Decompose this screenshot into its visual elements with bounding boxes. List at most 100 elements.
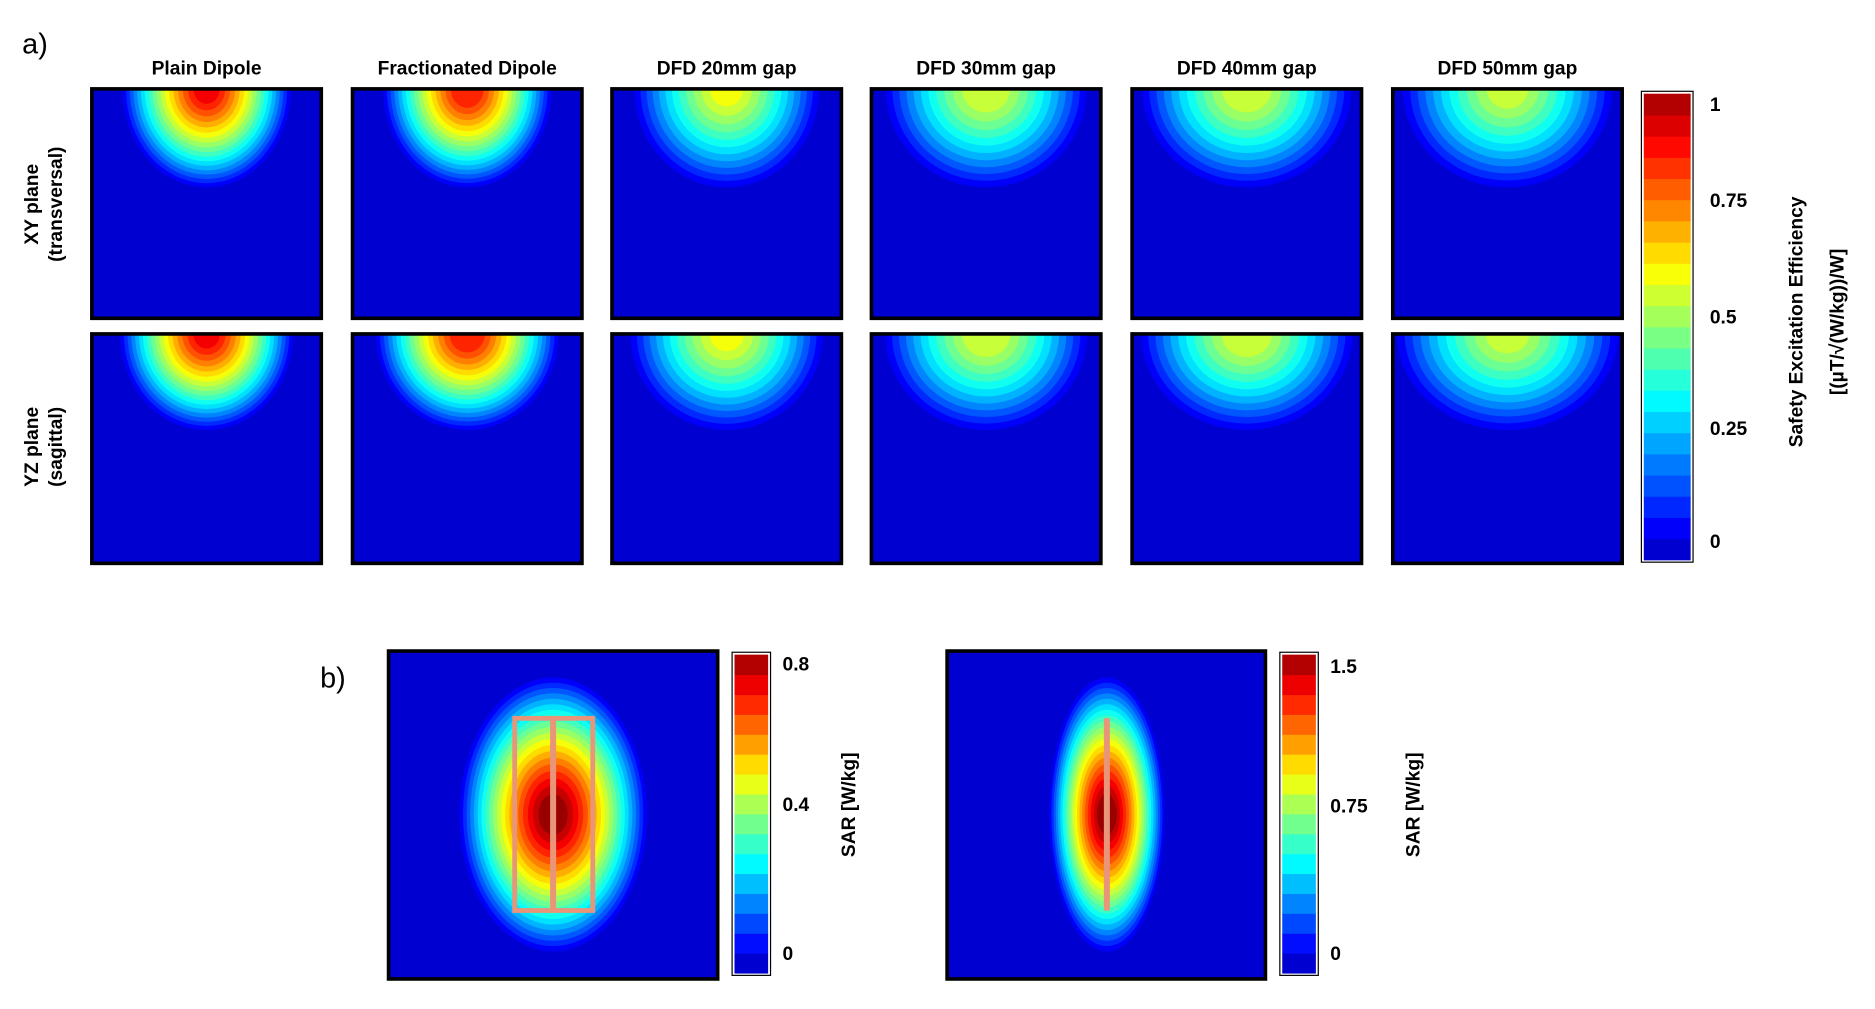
contour: [709, 333, 744, 352]
colorbar-step: [1643, 199, 1691, 222]
yz-map: [1392, 333, 1623, 564]
colorbar-step: [734, 734, 769, 755]
row-label: XY plane: [22, 164, 43, 245]
panel-label: b): [320, 662, 346, 694]
colorbar-step: [1282, 913, 1316, 934]
frame: [350, 87, 584, 321]
colorbar-step: [1282, 714, 1316, 735]
colorbar-step: [734, 933, 769, 954]
colorbar-step: [1282, 873, 1316, 894]
column-title: DFD 50mm gap: [1438, 59, 1578, 80]
xy-map: [1132, 88, 1362, 319]
colorbar-step: [1643, 538, 1691, 561]
colorbar-step: [1282, 933, 1316, 954]
frame: [1130, 332, 1364, 566]
colorbar-step: [734, 654, 769, 676]
xy-map: [1392, 88, 1623, 319]
colorbar-step: [734, 754, 769, 775]
yz-map: [352, 333, 582, 564]
colorbar-step: [1282, 774, 1316, 795]
frame: [869, 332, 1103, 566]
panel-label: a): [22, 28, 48, 60]
contour: [193, 333, 220, 349]
colorbar-step: [734, 813, 769, 835]
frame: [1390, 87, 1624, 321]
yz-map: [1132, 333, 1362, 564]
frame: [1130, 87, 1364, 321]
colorbar-step: [1643, 453, 1691, 476]
contour: [962, 333, 1011, 357]
colorbar-step: [734, 774, 769, 795]
colorbar-title: Safety Excitation Efficiency: [1787, 196, 1808, 447]
contour: [449, 333, 485, 353]
colorbar-step: [734, 793, 769, 815]
colorbar-title: [(µT/√(W/kg))/W]: [1827, 249, 1848, 395]
colorbar-step: [1643, 369, 1691, 391]
contour: [1486, 88, 1529, 109]
colorbar-step: [1282, 953, 1316, 974]
column-title: Fractionated Dipole: [378, 59, 558, 80]
frame: [869, 87, 1103, 321]
colorbar-title: SAR [W/kg]: [1403, 753, 1424, 858]
contour: [1485, 333, 1530, 354]
frame: [1390, 332, 1624, 566]
colorbar-step: [1282, 694, 1316, 715]
contour: [710, 88, 744, 107]
row-label: (transversal): [46, 147, 67, 262]
colorbar-step: [1282, 654, 1316, 676]
colorbar-step: [734, 853, 769, 875]
colorbar-step: [1643, 517, 1691, 540]
colorbar-tick: 0.5: [1710, 307, 1737, 328]
colorbar-step: [1643, 347, 1691, 370]
colorbar-step: [734, 893, 769, 914]
colorbar-step: [1282, 813, 1316, 835]
row-label: (sagittal): [46, 407, 67, 487]
column-title: DFD 40mm gap: [1177, 59, 1317, 80]
xy-map: [352, 88, 582, 319]
colorbar-step: [1282, 853, 1316, 875]
colorbar-step: [734, 714, 769, 735]
contour: [450, 88, 484, 108]
colorbar-step: [1643, 411, 1691, 434]
colorbar-step: [1643, 178, 1691, 201]
frame: [386, 649, 720, 981]
colorbar-step: [1643, 390, 1691, 413]
colorbar-step: [734, 953, 769, 974]
colorbar-step: [1643, 136, 1691, 158]
contour: [1221, 88, 1272, 113]
colorbar-step: [1643, 157, 1691, 180]
colorbar-step: [1643, 114, 1691, 137]
colorbar-step: [1282, 754, 1316, 775]
contour: [962, 88, 1011, 113]
colorbar-step: [1643, 326, 1691, 349]
colorbar-step: [1282, 793, 1316, 815]
colorbar-tick: 0.4: [783, 795, 810, 816]
colorbar-step: [1643, 241, 1691, 264]
row-label: YZ plane: [22, 407, 43, 487]
column-title: DFD 20mm gap: [657, 59, 797, 80]
colorbar-step: [734, 873, 769, 894]
frame: [945, 649, 1268, 981]
contour: [193, 88, 220, 104]
colorbar-step: [1643, 496, 1691, 518]
colorbar-step: [734, 913, 769, 934]
colorbar-step: [1282, 674, 1316, 696]
frame: [90, 332, 324, 566]
colorbar-step: [1282, 833, 1316, 855]
xy-map: [91, 88, 322, 319]
yz-map: [91, 333, 322, 564]
yz-map: [871, 333, 1101, 564]
frame: [610, 332, 844, 566]
xy-map: [611, 88, 842, 319]
column-title: Plain Dipole: [152, 59, 262, 80]
frame: [90, 87, 324, 321]
column-title: DFD 30mm gap: [916, 59, 1056, 80]
colorbar-title: SAR [W/kg]: [839, 753, 860, 858]
yz-map: [611, 333, 842, 564]
xy-map: [871, 88, 1101, 319]
colorbar-tick: 0: [1330, 944, 1341, 965]
frame: [350, 332, 584, 566]
colorbar-step: [734, 674, 769, 696]
colorbar-step: [1282, 893, 1316, 914]
